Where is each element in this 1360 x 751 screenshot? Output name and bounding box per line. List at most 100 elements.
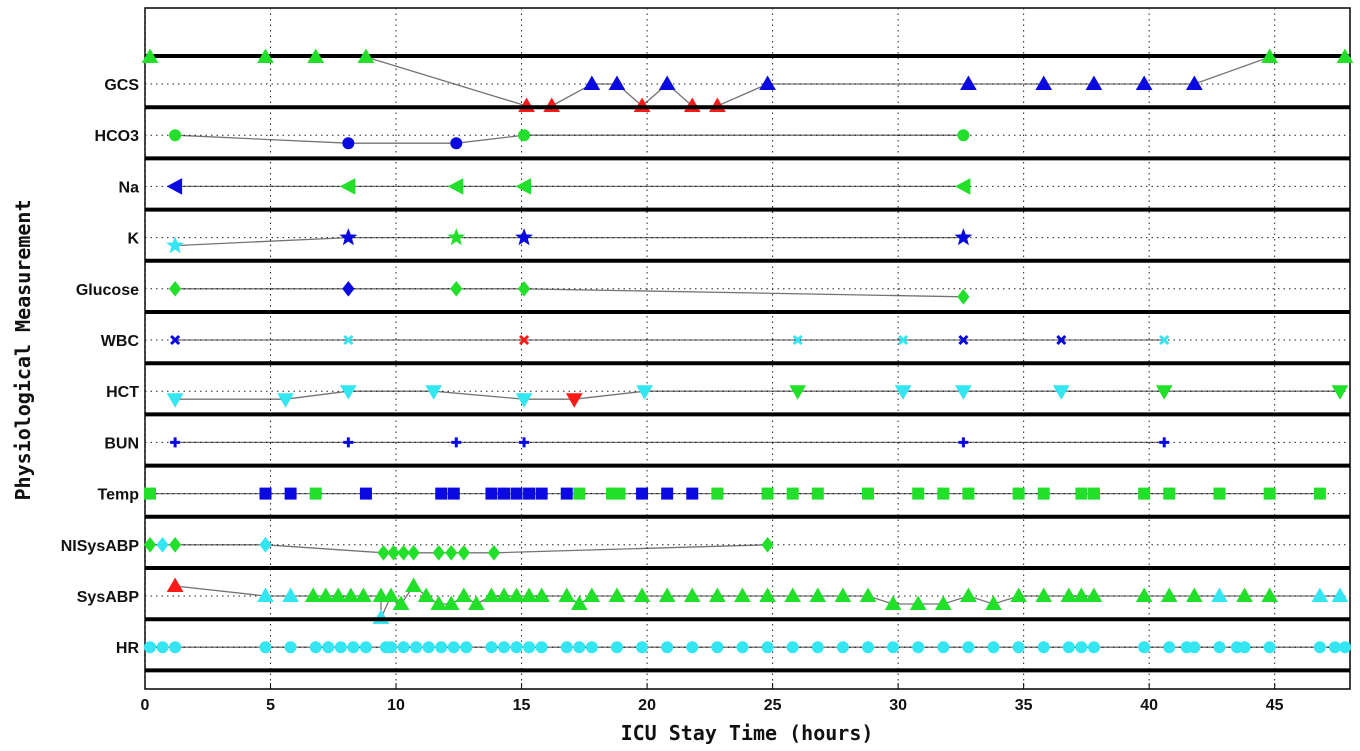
- x-ticks: 0 5 10 15 20 25 30 35 40 45: [141, 697, 1284, 714]
- data-point: [342, 587, 360, 602]
- series-row-hr: HR: [116, 617, 1351, 657]
- data-point: [937, 487, 950, 500]
- data-point: [410, 641, 423, 654]
- data-point: [485, 641, 498, 654]
- rows-layer: GCS HCO3 Na K Glucose WBC HCT BUN Temp NISysABP Sy…: [61, 48, 1354, 673]
- data-point: [141, 48, 159, 63]
- data-point: [343, 334, 354, 346]
- data-point: [259, 487, 272, 500]
- row-label: Glucose: [76, 282, 139, 299]
- data-point: [342, 137, 355, 150]
- data-point: [636, 641, 649, 654]
- data-point: [954, 228, 973, 246]
- data-point: [417, 587, 435, 602]
- data-point: [955, 385, 972, 400]
- data-point: [515, 228, 534, 246]
- data-point: [1185, 75, 1203, 90]
- series-row-na: Na: [119, 156, 1350, 196]
- data-point: [447, 641, 460, 654]
- data-point: [497, 487, 510, 500]
- data-point: [166, 178, 183, 195]
- series-row-wbc: WBC: [101, 310, 1350, 350]
- data-point: [143, 536, 157, 553]
- data-point: [168, 280, 182, 297]
- row-label: HR: [116, 640, 140, 657]
- data-point: [339, 178, 356, 195]
- data-point: [834, 587, 852, 602]
- data-point: [1328, 641, 1341, 654]
- data-point: [309, 641, 322, 654]
- data-point: [909, 595, 927, 610]
- data-point: [1338, 641, 1351, 654]
- data-point: [859, 587, 877, 602]
- data-point: [560, 641, 573, 654]
- row-label: SysABP: [77, 589, 140, 606]
- data-point: [709, 587, 726, 602]
- data-point: [483, 587, 500, 602]
- data-point: [1336, 48, 1354, 63]
- data-point: [377, 544, 390, 561]
- data-point: [329, 587, 347, 602]
- data-point: [1010, 587, 1027, 602]
- data-point: [960, 587, 977, 602]
- data-point: [282, 587, 299, 602]
- x-tick-label: 35: [1015, 697, 1033, 714]
- x-tick-label: 45: [1266, 697, 1284, 714]
- data-point: [515, 178, 532, 195]
- data-point: [407, 544, 420, 561]
- data-point: [811, 487, 824, 500]
- x-tick-label: 0: [141, 697, 150, 714]
- data-point: [954, 178, 971, 195]
- data-point: [884, 595, 902, 610]
- data-point: [1052, 385, 1070, 400]
- data-point: [792, 334, 803, 346]
- data-point: [347, 641, 360, 654]
- data-point: [523, 487, 536, 500]
- x-tick-label: 15: [513, 697, 531, 714]
- data-point: [259, 641, 272, 654]
- data-point: [1085, 587, 1103, 602]
- data-point: [455, 587, 473, 602]
- data-point: [447, 228, 466, 246]
- data-point: [558, 587, 576, 602]
- data-point: [468, 595, 485, 610]
- row-label: K: [127, 231, 139, 248]
- data-point: [711, 641, 724, 654]
- data-point: [734, 587, 751, 602]
- data-point: [359, 487, 372, 500]
- data-point: [156, 536, 169, 553]
- data-point: [1035, 75, 1053, 90]
- data-point: [636, 487, 649, 500]
- data-point: [322, 641, 335, 654]
- data-point: [960, 75, 977, 90]
- data-point: [711, 487, 724, 500]
- data-point: [1261, 48, 1279, 63]
- data-point: [169, 129, 182, 142]
- data-point: [1238, 641, 1251, 654]
- data-point: [608, 75, 626, 90]
- data-point: [1213, 641, 1226, 654]
- data-point: [633, 587, 651, 602]
- series-line: [150, 56, 1345, 107]
- data-point: [570, 595, 588, 610]
- data-point: [259, 536, 272, 553]
- data-point: [533, 587, 551, 602]
- data-point: [170, 437, 181, 448]
- data-point: [1012, 641, 1025, 654]
- data-point: [613, 487, 626, 500]
- data-point: [1313, 641, 1326, 654]
- data-point: [789, 385, 807, 400]
- data-point: [761, 487, 774, 500]
- data-point: [1159, 334, 1170, 346]
- data-point: [510, 641, 523, 654]
- row-label: HCT: [106, 384, 139, 401]
- data-point: [535, 641, 548, 654]
- data-point: [1138, 641, 1151, 654]
- y-axis-title: Physiological Measurement: [11, 199, 35, 500]
- x-tick-label: 25: [764, 697, 782, 714]
- data-point: [658, 75, 676, 90]
- data-point: [786, 487, 799, 500]
- data-point: [397, 641, 410, 654]
- series-row-hco3: HCO3: [95, 105, 1350, 150]
- data-point: [1263, 487, 1276, 500]
